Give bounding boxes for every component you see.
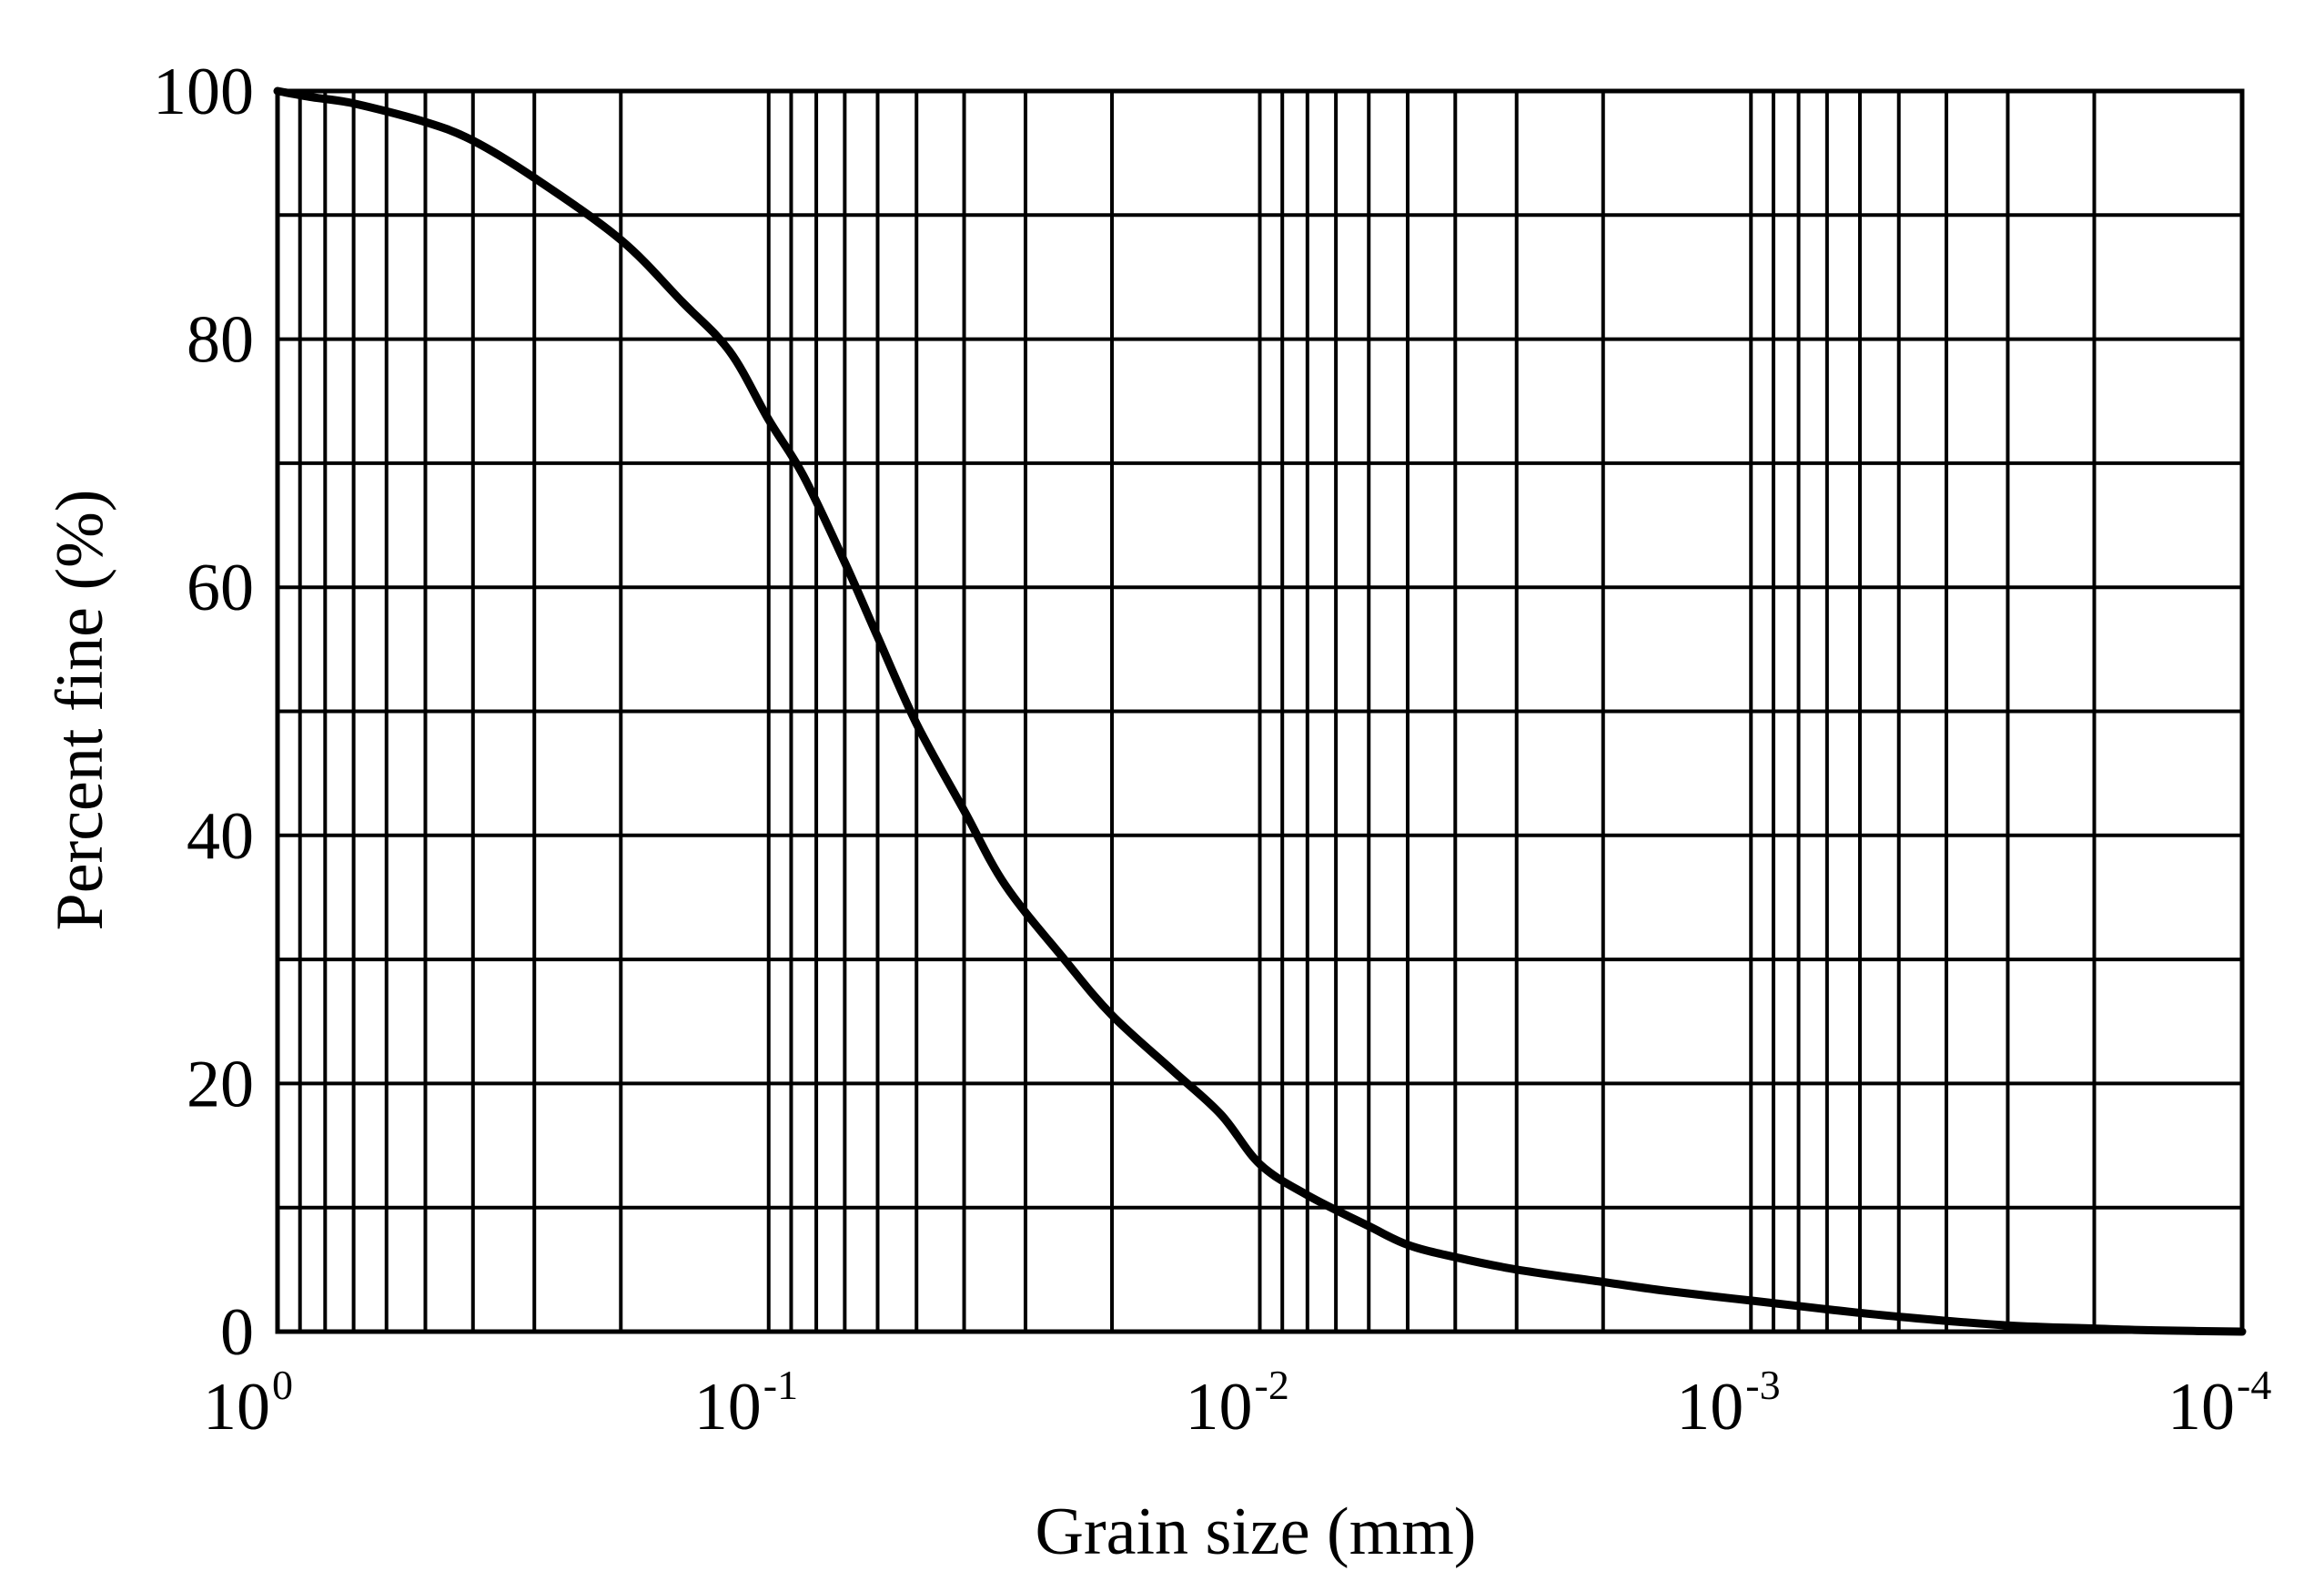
x-tick-base: 10 (694, 1370, 762, 1444)
grain-size-curve (273, 86, 2247, 1336)
y-tick-label: 0 (220, 1295, 254, 1370)
x-axis-label: Grain size (mm) (1036, 1495, 1477, 1569)
grid-lines (278, 89, 2244, 1333)
y-tick-label: 80 (187, 303, 254, 378)
x-tick-exponent: -4 (2237, 1362, 2271, 1408)
x-tick-exponent: -1 (763, 1362, 798, 1408)
plot-frame (275, 88, 2245, 1334)
y-axis-label: Percent fine (%) (43, 490, 117, 931)
x-tick-exponent: -3 (1745, 1362, 1780, 1408)
x-tick-base: 10 (1186, 1370, 1253, 1444)
x-tick-label: 10 0 (203, 1362, 293, 1444)
x-tick-label: 10 -4 (2167, 1362, 2271, 1444)
x-tick-base: 10 (2167, 1370, 2235, 1444)
x-tick-exponent: 0 (272, 1362, 293, 1408)
y-tick-labels: 0 20 40 60 80 100 (153, 55, 254, 1370)
x-tick-exponent: -2 (1255, 1362, 1289, 1408)
x-tick-label: 10 -3 (1676, 1362, 1780, 1444)
x-tick-label: 10 -2 (1186, 1362, 1289, 1444)
x-tick-base: 10 (1676, 1370, 1743, 1444)
x-tick-labels: 10 0 10 -1 10 -2 10 -3 10 -4 (203, 1362, 2271, 1444)
x-tick-base: 10 (203, 1370, 270, 1444)
y-tick-label: 20 (187, 1047, 254, 1121)
y-tick-label: 40 (187, 799, 254, 874)
x-tick-label: 10 -1 (694, 1362, 798, 1444)
y-tick-label: 100 (153, 55, 254, 129)
y-tick-label: 60 (187, 551, 254, 625)
